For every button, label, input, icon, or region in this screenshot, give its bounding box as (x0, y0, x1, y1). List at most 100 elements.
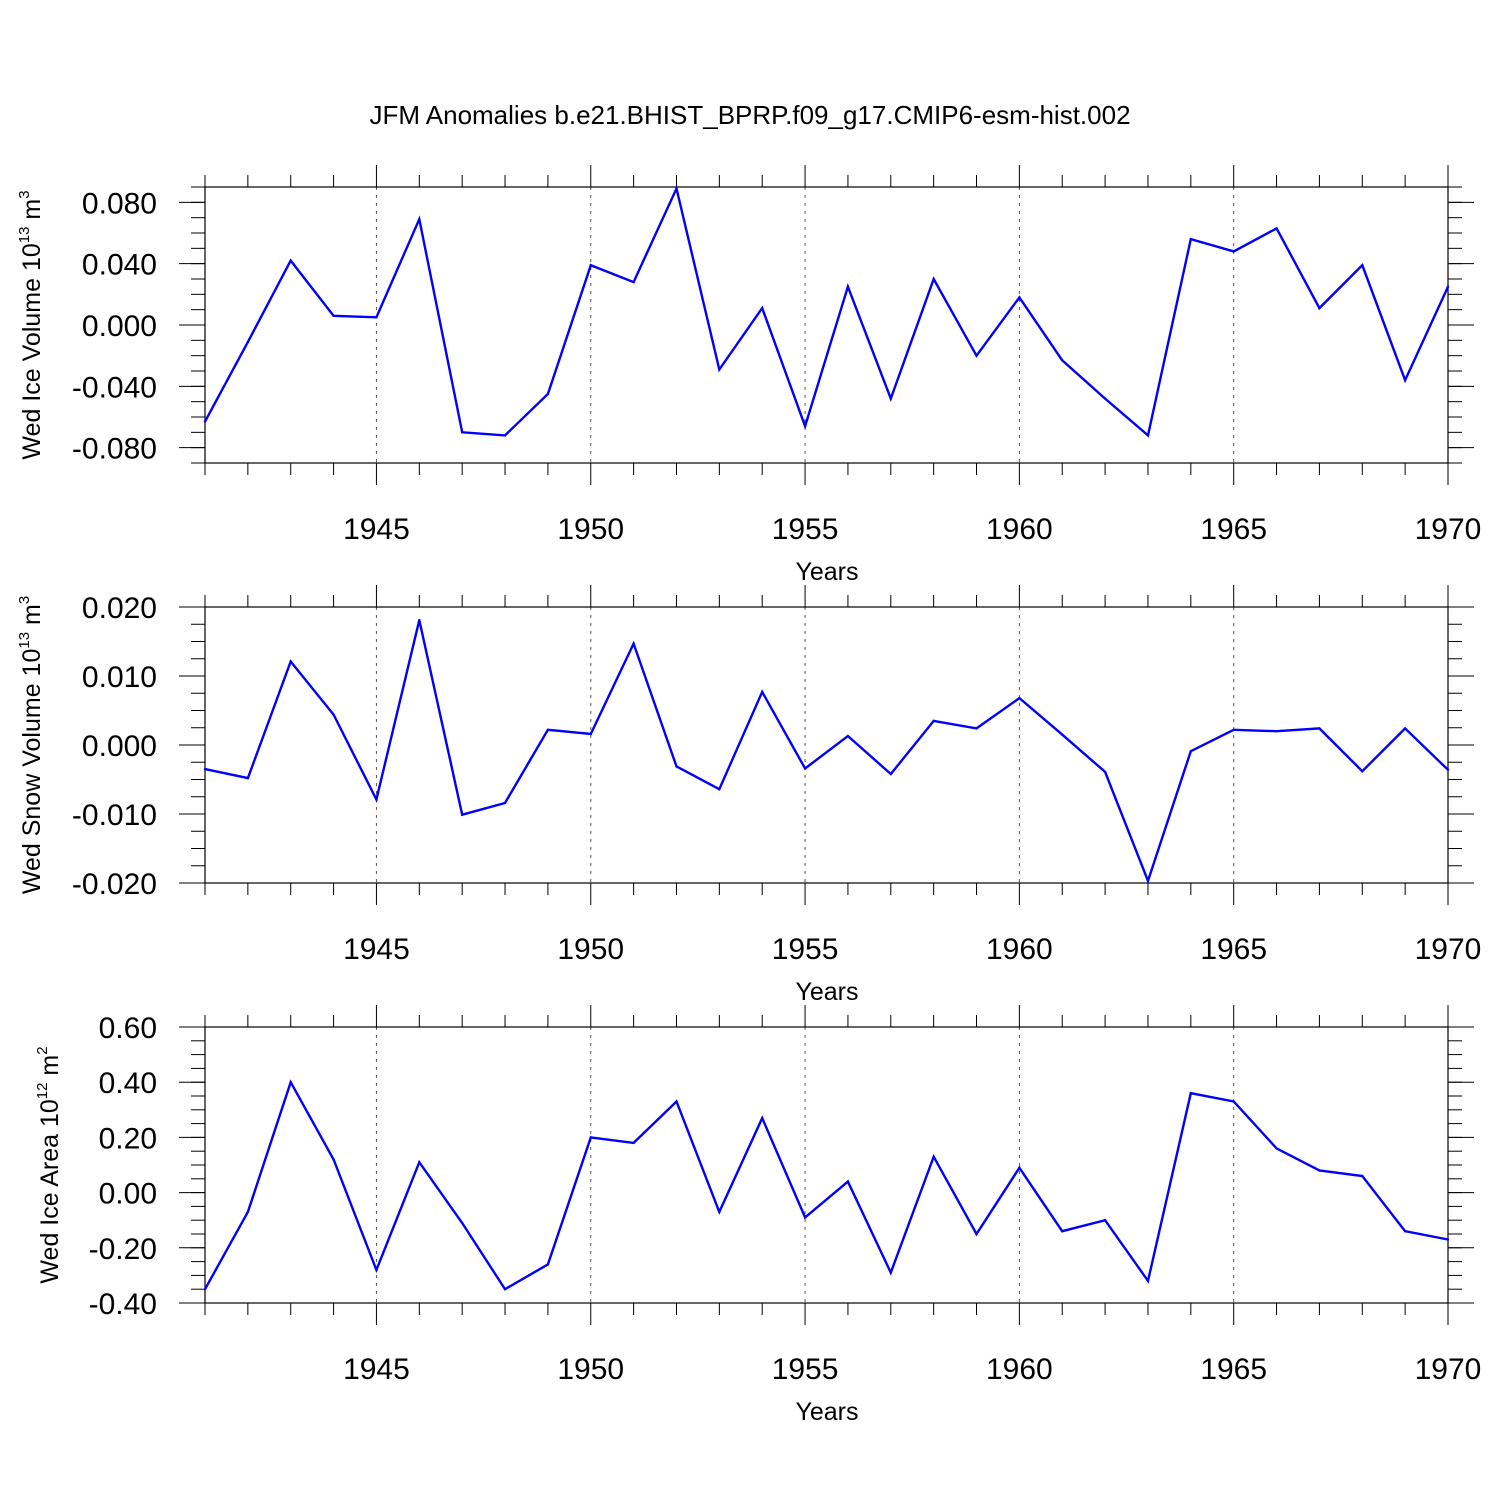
y-tick-label: 0.040 (82, 249, 157, 282)
panels: 1945 1950 1955 1960 1965 1970 Years -0.080 -0.04… (16, 165, 1481, 1426)
data-point (1061, 1230, 1064, 1233)
data-point (1189, 237, 1193, 241)
data-point (289, 660, 292, 663)
x-tick-label: 1970 (1415, 513, 1482, 546)
y-tick-label: 0.080 (82, 187, 157, 220)
data-point (1232, 728, 1235, 732)
y-tick-label: 0.000 (82, 730, 157, 763)
data-point (889, 772, 892, 776)
data-point (503, 801, 507, 805)
data-point (1275, 730, 1278, 733)
x-tick-label: 1950 (557, 933, 624, 966)
chart-panel-1: 1945 1950 1955 1960 1965 1970 Years -0.080 -0.04… (16, 165, 1481, 586)
data-point (332, 314, 335, 317)
data-point (1446, 285, 1450, 288)
data-point (846, 734, 850, 738)
series-line (203, 184, 1450, 438)
x-tick-label: 1950 (557, 513, 624, 546)
x-tick-label: 1950 (557, 1353, 624, 1386)
data-point (332, 1158, 335, 1161)
data-point (1146, 1279, 1150, 1283)
data-point (1146, 879, 1150, 883)
plot-frame (204, 1026, 1449, 1304)
x-tick-label: 1960 (986, 933, 1053, 966)
series-line (204, 619, 1449, 885)
x-tick-label: 1955 (772, 513, 839, 546)
data-point (632, 642, 635, 645)
data-point (503, 1288, 507, 1291)
data-point (932, 719, 935, 723)
data-point (975, 354, 978, 357)
figure-title: JFM Anomalies b.e21.BHIST_BPRP.f09_g17.C… (369, 100, 1130, 130)
data-point (418, 218, 421, 221)
data-point (332, 713, 335, 716)
data-point (375, 798, 378, 801)
data-point (1318, 306, 1321, 310)
data-point (1446, 1238, 1450, 1241)
plot-frame (204, 186, 1449, 464)
data-point (846, 285, 850, 288)
x-tick-label: 1945 (343, 1353, 410, 1386)
data-point (289, 1081, 292, 1084)
x-tick-label: 1960 (986, 513, 1053, 546)
data-point (1103, 770, 1107, 774)
data-point (1361, 770, 1364, 773)
data-point (1189, 1092, 1193, 1095)
data-point (1189, 750, 1193, 753)
data-point (1061, 359, 1064, 362)
x-tick-label: 1965 (1200, 1353, 1267, 1386)
data-point (1361, 1174, 1364, 1178)
y-tick-label: -0.40 (89, 1288, 157, 1321)
data-point (246, 776, 250, 780)
data-point (246, 1210, 250, 1214)
data-point (675, 1100, 678, 1103)
chart-panel-3: 1945 1950 1955 1960 1965 1970 Years -0.40 -0.20 0… (34, 1005, 1481, 1426)
data-point (975, 727, 978, 730)
data-point (761, 306, 764, 310)
data-point (932, 1155, 935, 1158)
x-tick-label: 1970 (1415, 1353, 1482, 1386)
x-tick-label: 1945 (343, 933, 410, 966)
data-point (718, 368, 721, 371)
data-point (1361, 264, 1364, 267)
data-point (289, 259, 292, 262)
y-tick-label: -0.080 (72, 433, 157, 466)
data-point (375, 316, 378, 319)
data-point (589, 732, 592, 736)
y-tick-label: -0.040 (72, 371, 157, 404)
data-point (675, 187, 678, 190)
data-point (546, 392, 550, 396)
y-tick-label: -0.020 (72, 868, 157, 901)
data-point (1403, 379, 1407, 382)
series-line (203, 1079, 1449, 1291)
data-point (1018, 1166, 1021, 1169)
data-point (1318, 1169, 1321, 1172)
data-point (203, 420, 207, 423)
x-tick-label: 1965 (1200, 513, 1267, 546)
y-tick-label: 0.020 (82, 592, 157, 625)
data-point (1061, 733, 1064, 736)
y-axis-label: Wed Ice Area 1012 m2 (34, 1046, 64, 1283)
y-tick-label: 0.40 (99, 1067, 157, 1100)
chart-panel-2: 1945 1950 1955 1960 1965 1970 Years -0.020 -0.01… (16, 585, 1481, 1006)
data-point (932, 277, 935, 281)
plot-frame (204, 606, 1449, 884)
data-point (1403, 1230, 1407, 1233)
y-tick-label: 0.010 (82, 661, 157, 694)
data-point (803, 767, 807, 770)
data-point (1146, 434, 1150, 437)
data-point (803, 425, 807, 428)
data-point (803, 1216, 807, 1219)
data-point (246, 340, 250, 344)
data-point (1103, 1219, 1107, 1222)
x-tick-label: 1955 (772, 933, 839, 966)
y-axis-label: Wed Snow Volume 1013 m3 (16, 596, 46, 894)
data-point (589, 1136, 592, 1139)
data-point (718, 787, 721, 791)
data-point (1318, 727, 1321, 730)
y-tick-label: 0.00 (99, 1178, 157, 1211)
y-tick-label: -0.20 (89, 1233, 157, 1266)
data-point (546, 1263, 550, 1266)
data-point (718, 1210, 721, 1214)
